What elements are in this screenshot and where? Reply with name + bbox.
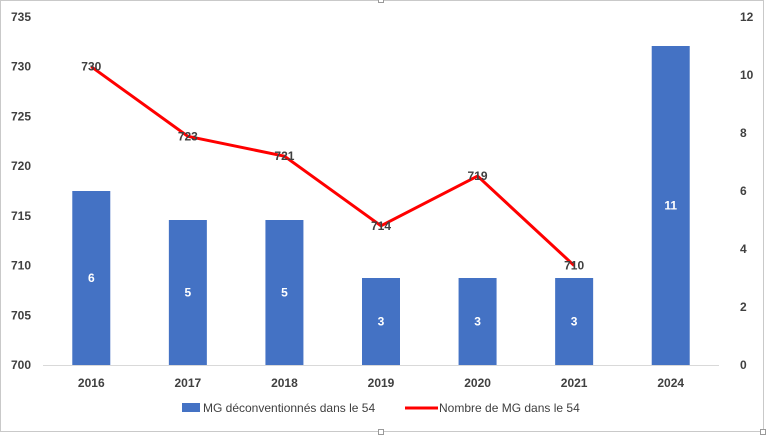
legend-label-bar: MG déconventionnés dans le 54 — [203, 401, 375, 415]
left-tick-label: 720 — [11, 159, 31, 173]
left-tick-label: 715 — [11, 209, 31, 223]
bar — [555, 278, 594, 365]
legend-swatch-bar — [182, 403, 200, 412]
left-tick-label: 705 — [11, 308, 31, 322]
resize-handle-top[interactable] — [378, 0, 384, 3]
line-data-label: 714 — [371, 219, 391, 233]
x-tick-label: 2020 — [464, 376, 491, 390]
line-data-label: 721 — [274, 149, 294, 163]
line-data-label: 730 — [81, 60, 101, 74]
resize-handle-bottom-right[interactable] — [760, 429, 766, 435]
bar — [265, 220, 304, 365]
right-tick-label: 6 — [740, 184, 747, 198]
right-tick-label: 10 — [740, 68, 754, 82]
bar-data-label: 5 — [185, 286, 192, 300]
bar — [168, 220, 207, 365]
bar-data-label: 3 — [378, 315, 385, 329]
x-tick-label: 2021 — [561, 376, 588, 390]
bar-data-label: 6 — [88, 271, 95, 285]
line-series: 730 723 721 714 719 710 — [81, 60, 584, 273]
x-axis: 2016 2017 2018 2019 2020 2021 2024 — [43, 365, 719, 390]
resize-handle-bottom[interactable] — [378, 429, 384, 435]
right-tick-label: 8 — [740, 126, 747, 140]
x-tick-label: 2016 — [78, 376, 105, 390]
bar-series: 6 5 5 3 3 3 11 — [72, 46, 690, 365]
bar — [362, 278, 400, 365]
left-tick-label: 735 — [11, 10, 31, 24]
x-tick-label: 2017 — [175, 376, 202, 390]
line-data-label: 710 — [564, 259, 584, 273]
x-tick-label: 2018 — [271, 376, 298, 390]
right-tick-label: 2 — [740, 300, 747, 314]
x-tick-label: 2019 — [368, 376, 395, 390]
line-data-label: 719 — [468, 169, 488, 183]
left-tick-label: 710 — [11, 259, 31, 273]
right-tick-label: 0 — [740, 358, 747, 372]
right-tick-label: 4 — [740, 242, 747, 256]
bar — [72, 191, 111, 365]
legend: MG déconventionnés dans le 54 Nombre de M… — [182, 401, 580, 415]
right-axis: 0 2 4 6 8 10 12 — [740, 10, 754, 372]
bar-data-label: 3 — [571, 315, 578, 329]
line-data-label: 723 — [178, 129, 198, 143]
legend-label-line: Nombre de MG dans le 54 — [439, 401, 580, 415]
left-axis: 700 705 710 715 720 725 730 735 — [11, 10, 31, 372]
bar-data-label: 11 — [664, 199, 677, 213]
left-tick-label: 730 — [11, 60, 31, 74]
left-tick-label: 700 — [11, 358, 31, 372]
bar-data-label: 3 — [474, 315, 481, 329]
left-tick-label: 725 — [11, 109, 31, 123]
x-tick-label: 2024 — [657, 376, 684, 390]
bar — [651, 46, 690, 365]
bar-data-label: 5 — [281, 286, 288, 300]
bar — [458, 278, 497, 365]
right-tick-label: 12 — [740, 10, 754, 24]
line-path — [90, 65, 576, 267]
